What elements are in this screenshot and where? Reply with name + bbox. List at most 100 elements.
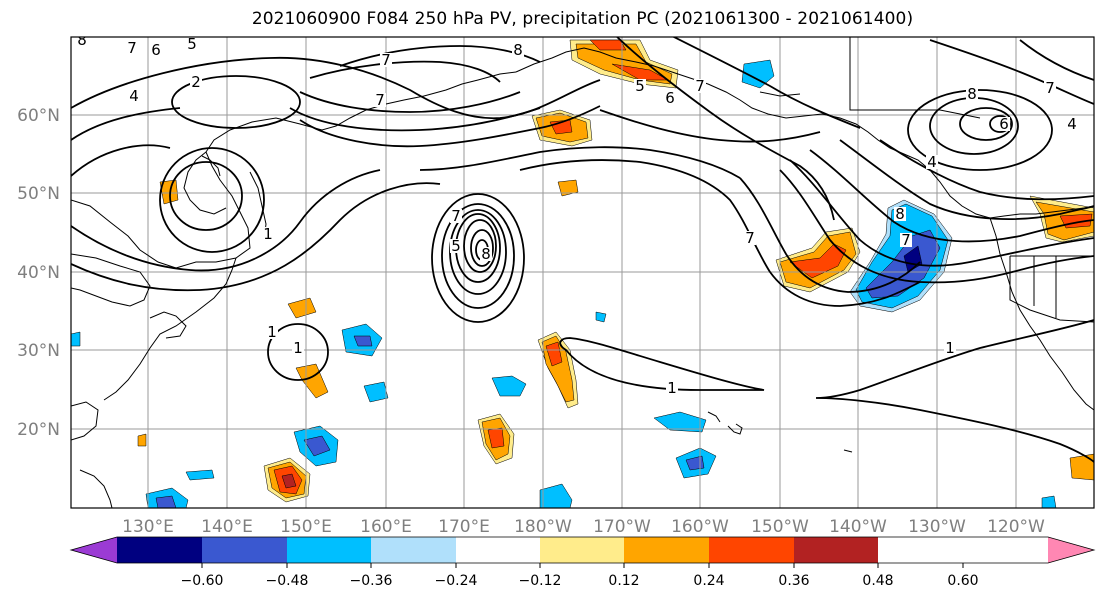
- colorbar-segment: [709, 537, 794, 563]
- contour-label-bg: [998, 117, 1010, 131]
- colorbar-extend-low: [71, 537, 117, 563]
- coastlines: [71, 37, 1094, 508]
- contour-label-bg: [894, 207, 906, 221]
- colorbar-segment: [117, 537, 202, 563]
- precip-negative-blob: [1041, 495, 1057, 508]
- longitude-label: 130°E: [122, 517, 174, 537]
- colorbar-tick-label: −0.36: [350, 573, 393, 589]
- colorbar-segment: [456, 537, 540, 563]
- latitude-labels: 60°N 50°N 40°N 30°N 20°N: [17, 106, 60, 440]
- contour-label: 4: [129, 87, 139, 105]
- contour-label-bg: [900, 233, 912, 247]
- contour-label-bg: [128, 89, 140, 103]
- precip-negative-blob: [539, 483, 573, 508]
- contour-label-bg: [292, 341, 304, 355]
- contour-label-bg: [926, 155, 938, 169]
- colorbar-extend-high: [1048, 537, 1094, 563]
- contour-label-bg: [966, 87, 978, 101]
- contour-label-bg: [480, 247, 492, 261]
- contour-label: 8: [513, 41, 523, 59]
- precip-negative-blob: [71, 331, 81, 347]
- contour-label: 7: [695, 77, 705, 95]
- map-frame: [70, 36, 1095, 509]
- contour-label: 7: [381, 51, 391, 69]
- contour-label: 5: [451, 237, 461, 255]
- contour-label: 6: [665, 89, 675, 107]
- latitude-label: 30°N: [17, 341, 60, 361]
- contour-label-bg: [126, 41, 138, 55]
- colorbar-segments: [71, 537, 1094, 563]
- contour-label: 8: [77, 31, 87, 49]
- contour-label: 7: [451, 207, 461, 225]
- colorbar: −0.60 −0.48 −0.36 −0.24 −0.12 0.12 0.24 0.36 0.4…: [69, 536, 1096, 589]
- colorbar-tick-label: 0.60: [947, 573, 978, 589]
- contour-label-bg: [1066, 117, 1078, 131]
- latitude-label: 40°N: [17, 263, 60, 283]
- longitude-label: 160°W: [671, 517, 729, 537]
- contour-label: 8: [895, 205, 905, 223]
- longitude-label: 170°W: [593, 517, 651, 537]
- contour-label: 7: [745, 229, 755, 247]
- precip-negative-blob: [491, 375, 527, 397]
- colorbar-tick-label: −0.12: [519, 573, 562, 589]
- colorbar-tick-label: −0.60: [181, 573, 224, 589]
- contour-label: 1: [263, 225, 273, 243]
- precip-positive-blob: [1069, 453, 1094, 481]
- longitude-label: 130°W: [908, 517, 966, 537]
- colorbar-segment: [624, 537, 709, 563]
- contour-label-bg: [262, 227, 274, 241]
- precip-positive-blob: [281, 473, 297, 489]
- contour-label: 2: [191, 73, 201, 91]
- latitude-label: 20°N: [17, 420, 60, 440]
- figure-title: 2021060900 F084 250 hPa PV, precipitatio…: [251, 9, 914, 29]
- longitude-label: 150°W: [751, 517, 809, 537]
- pv-contours: [71, 37, 1094, 463]
- contour-label: 7: [901, 231, 911, 249]
- contour-label-bg: [374, 93, 386, 107]
- contour-label: 6: [999, 115, 1009, 133]
- contour-label-bg: [694, 79, 706, 93]
- contour-label: 7: [127, 39, 137, 57]
- colorbar-tick-label: 0.12: [608, 573, 639, 589]
- colorbar-segment: [287, 537, 371, 563]
- contour-label: 1: [945, 339, 955, 357]
- longitude-label: 120°W: [987, 517, 1045, 537]
- contour-label: 5: [635, 77, 645, 95]
- colorbar-segment: [371, 537, 456, 563]
- contour-label: 4: [927, 153, 937, 171]
- contour-label: 1: [267, 323, 277, 341]
- longitude-label: 160°E: [360, 517, 412, 537]
- longitude-label: 180°W: [514, 517, 572, 537]
- precip-positive-blob: [295, 363, 329, 399]
- precipitation-anomaly-shading: [71, 39, 1094, 508]
- longitude-label: 140°W: [829, 517, 887, 537]
- contour-label-bg: [380, 53, 392, 67]
- precip-positive-blob: [287, 297, 317, 319]
- colorbar-tick-labels: −0.60 −0.48 −0.36 −0.24 −0.12 0.12 0.24 0.36 0.4…: [181, 573, 979, 589]
- precip-positive-blob: [557, 179, 579, 197]
- contour-label-bg: [666, 381, 678, 395]
- contour-label-bg: [664, 91, 676, 105]
- longitude-label: 170°E: [438, 517, 490, 537]
- contour-label-bg: [150, 43, 162, 57]
- precip-positive-blob: [137, 433, 147, 447]
- contour-label-bg: [744, 231, 756, 245]
- precip-positive-blob: [545, 341, 563, 367]
- latitude-label: 60°N: [17, 106, 60, 126]
- contour-label: 8: [967, 85, 977, 103]
- precip-negative-blob: [741, 59, 775, 89]
- contour-label-bg: [634, 79, 646, 93]
- contour-label: 8: [481, 245, 491, 263]
- contour-label: 5: [187, 35, 197, 53]
- contour-label-bg: [186, 37, 198, 51]
- contour-label: 7: [1045, 79, 1055, 97]
- contour-label: 7: [375, 91, 385, 109]
- colorbar-segment: [540, 537, 624, 563]
- precip-negative-blob: [595, 311, 607, 323]
- precip-negative-blob: [155, 495, 177, 508]
- precip-negative-blob: [303, 435, 331, 457]
- precip-positive-blob: [789, 243, 847, 279]
- colorbar-segment: [794, 537, 878, 563]
